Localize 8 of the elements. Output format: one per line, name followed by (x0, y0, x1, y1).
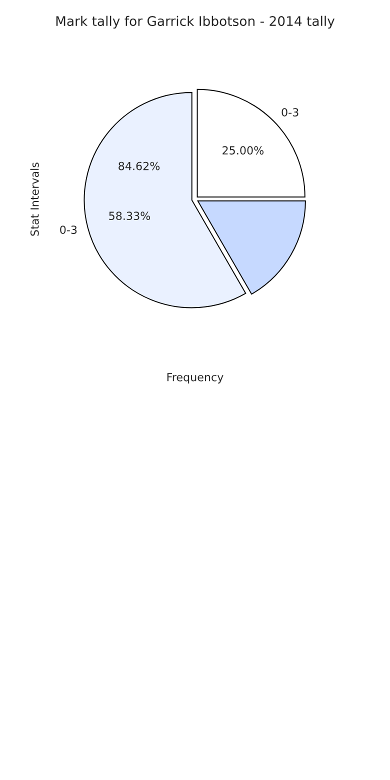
slice-label: 0-3 (282, 108, 298, 117)
text: 84.62% (118, 162, 160, 170)
slice-label: 0-3 (60, 226, 77, 234)
text: Stat Intervals (30, 162, 39, 236)
text: Frequency (167, 373, 224, 384)
chart-title: Mark tally for Garrick Ibbotson - 2014 tally (56, 16, 335, 29)
data-label: 25.00% (222, 146, 264, 155)
data-label: 58.33% (109, 212, 150, 220)
